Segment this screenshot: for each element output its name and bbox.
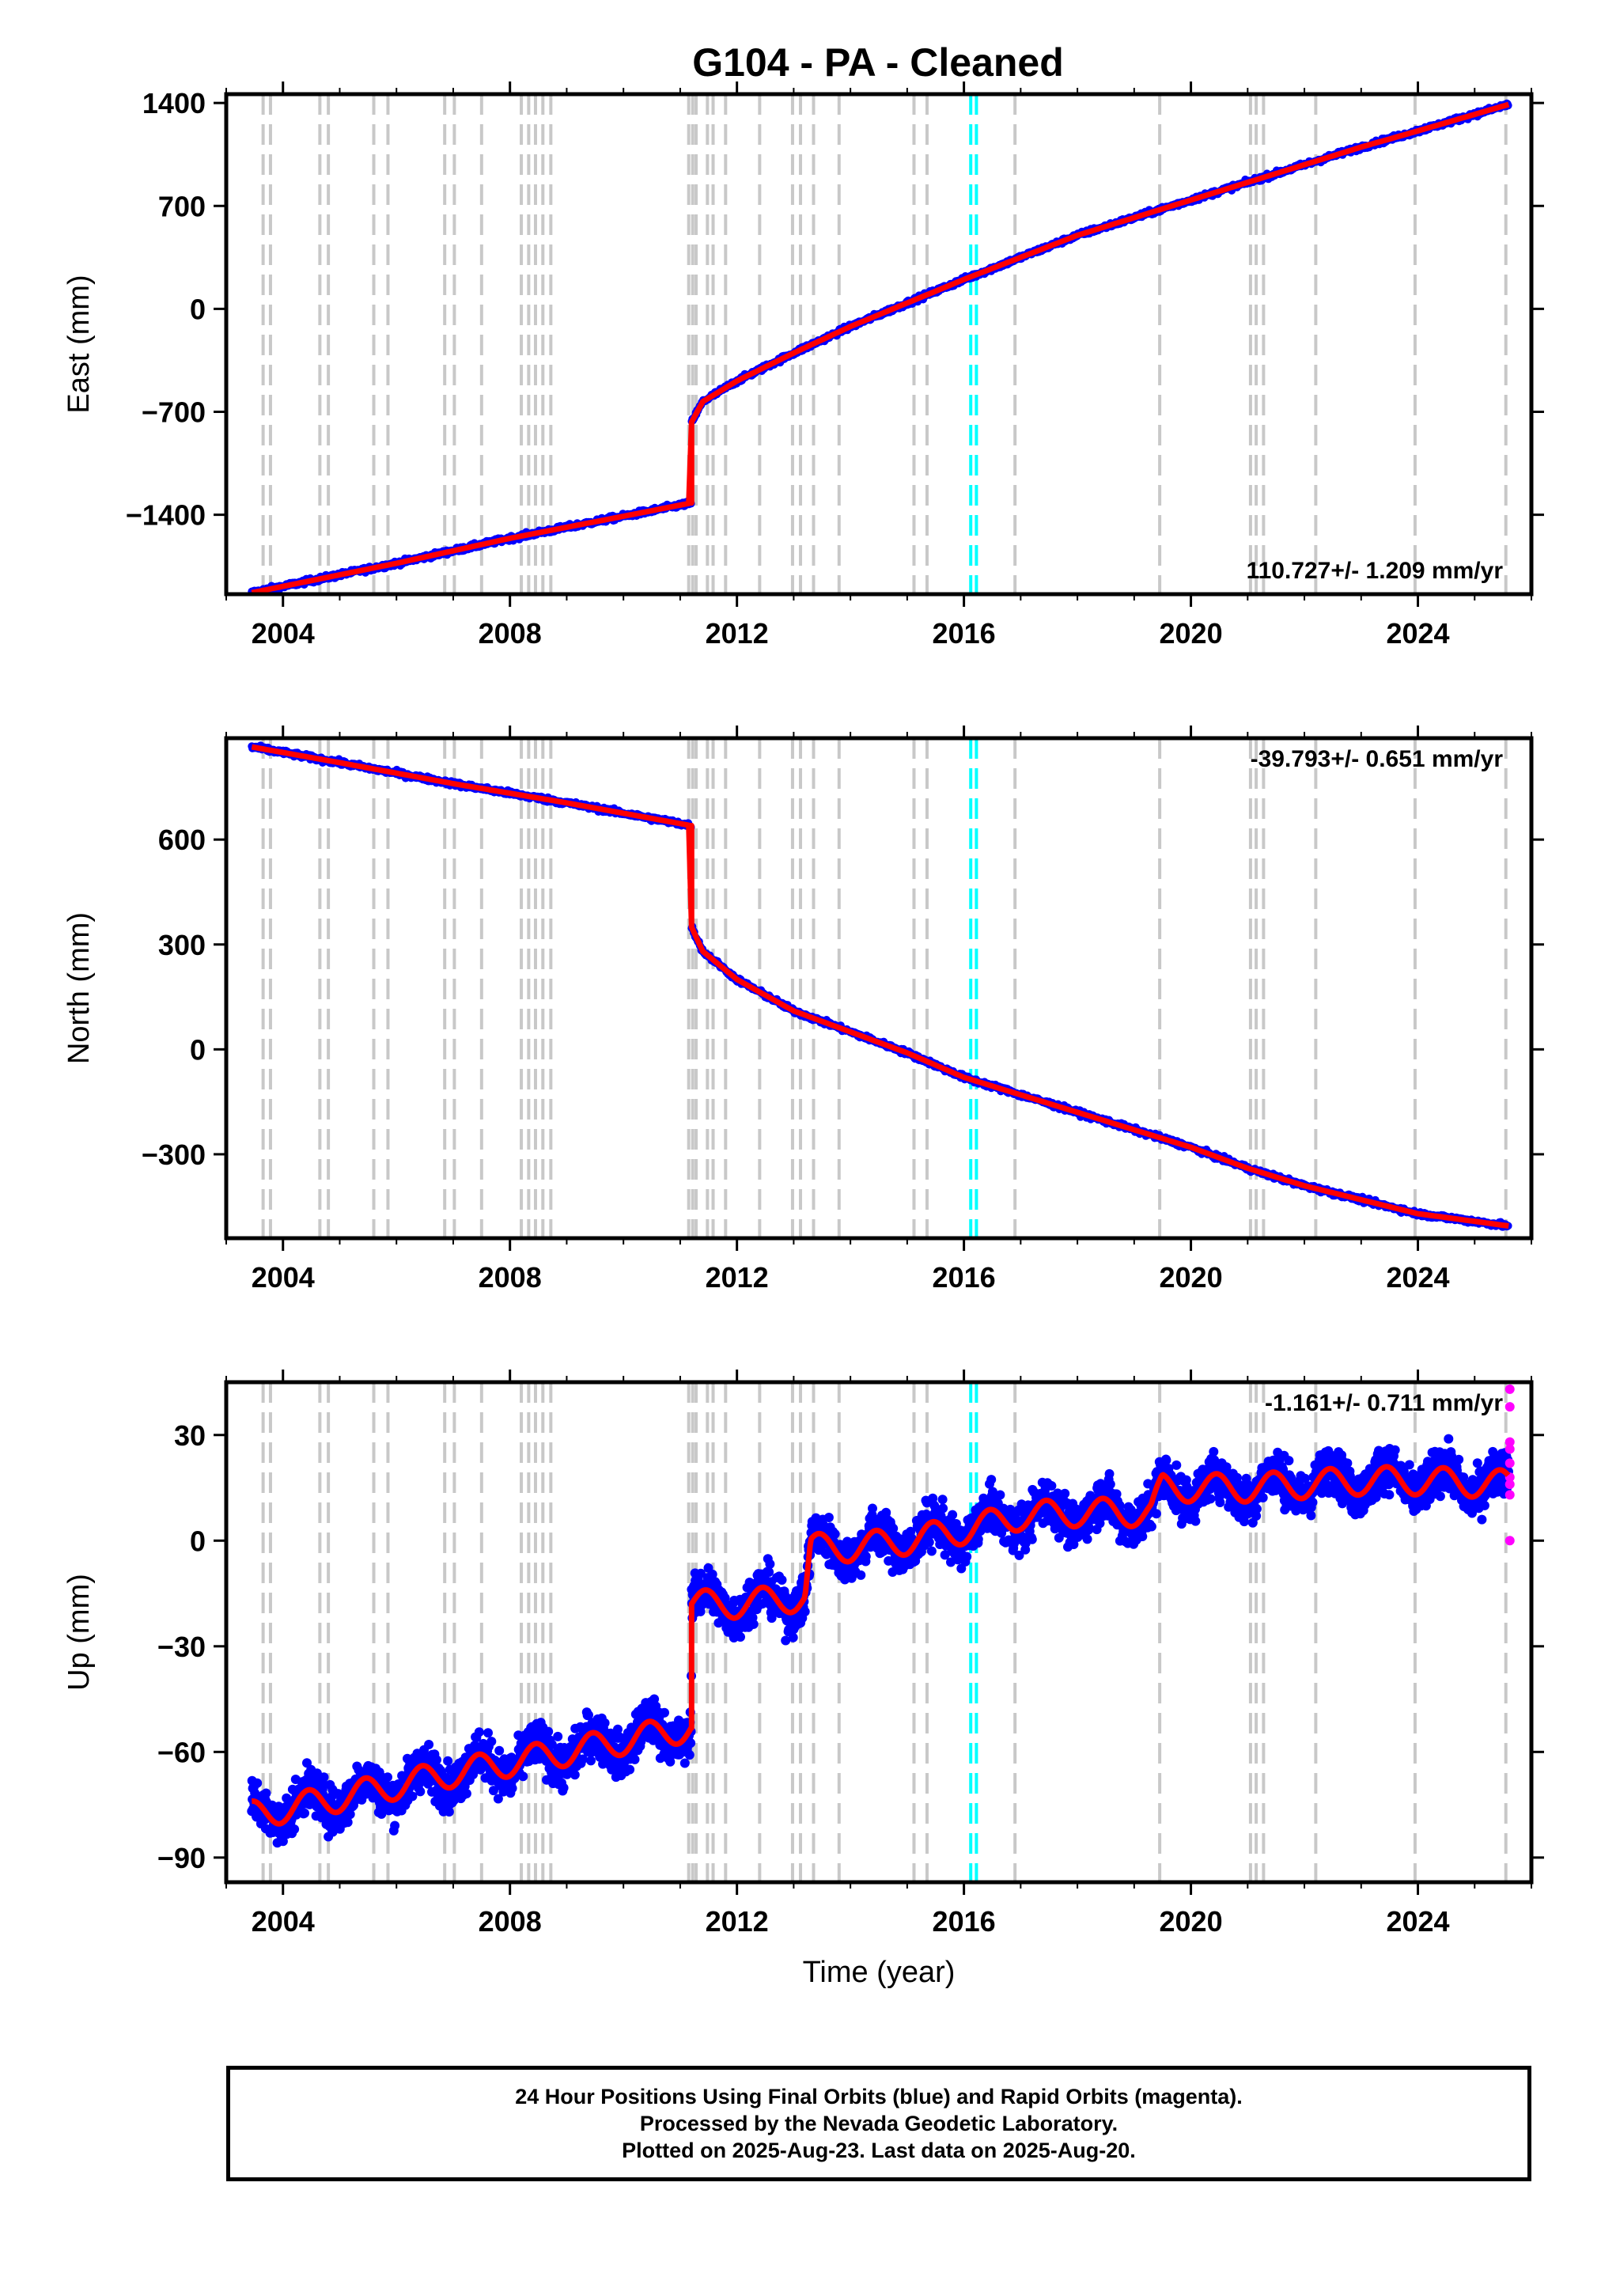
y-tick-label: 1400: [142, 87, 206, 119]
data-point: [493, 1794, 503, 1804]
data-point: [432, 1755, 441, 1765]
data-point: [319, 1772, 329, 1783]
x-tick-label: 2016: [933, 617, 996, 650]
x-tick-label: 2012: [706, 617, 769, 650]
data-point: [547, 1740, 557, 1749]
data-point: [483, 1728, 493, 1738]
x-tick-label: 2004: [252, 617, 315, 650]
data-point: [507, 1783, 517, 1794]
plot-frame: [224, 92, 1534, 597]
x-tick-label: 2020: [1160, 617, 1223, 650]
x-tick-label: 2024: [1386, 617, 1449, 650]
panel-east: 2004 2008 2012 2016 2020 2024 −1400 −700 0 700 140…: [62, 81, 1544, 650]
data-point: [343, 1817, 353, 1828]
data-point: [443, 1756, 453, 1766]
final-orbit-points: [248, 99, 1512, 594]
rate-label: 110.727+/- 1.209 mm/yr: [1247, 558, 1504, 584]
plot-area: [247, 1382, 1515, 1882]
data-point: [377, 1809, 387, 1819]
x-tick-label: 2012: [706, 1261, 769, 1294]
y-tick-label: −700: [142, 396, 206, 429]
data-point: [345, 1809, 355, 1820]
data-point: [543, 1726, 554, 1737]
data-point: [584, 1710, 593, 1720]
data-point: [570, 1770, 580, 1780]
x-tick-label: 2004: [252, 1261, 315, 1294]
data-point: [300, 1808, 309, 1818]
y-tick-label: 700: [158, 190, 206, 222]
y-tick-label: 0: [190, 293, 206, 325]
data-point: [553, 1731, 563, 1741]
data-point: [383, 1772, 392, 1783]
data-point: [518, 1771, 528, 1782]
rate-label: -39.793+/- 0.651 mm/yr: [1251, 746, 1504, 772]
model-line: [251, 744, 1509, 1229]
y-tick-label: −1400: [126, 499, 206, 532]
x-tick-label: 2020: [1160, 1261, 1223, 1294]
data-point: [261, 1788, 271, 1798]
data-point: [558, 1783, 569, 1793]
data-point: [577, 1754, 588, 1764]
x-tick-label: 2016: [933, 1261, 996, 1294]
data-point: [407, 1791, 418, 1802]
data-point: [278, 1836, 288, 1847]
x-tick-label: 2008: [479, 1261, 542, 1294]
data-point: [444, 1807, 454, 1817]
data-point: [586, 1756, 596, 1766]
y-axis-label: East (mm): [62, 275, 96, 413]
chart-title: G104 - PA - Cleaned: [692, 40, 1064, 85]
plot-area: [248, 94, 1512, 594]
x-tick-label: 2024: [1386, 1261, 1449, 1294]
panels: 2004 2008 2012 2016 2020 2024 −1400 −700 0 700 140…: [62, 81, 1544, 1938]
plot-frame: [224, 736, 1534, 1241]
data-point: [390, 1821, 400, 1831]
plot-area: [248, 738, 1512, 1238]
y-tick-label: 300: [158, 929, 206, 961]
data-point: [486, 1737, 497, 1747]
y-tick-label: 600: [158, 824, 206, 856]
data-point: [274, 1802, 284, 1812]
model-line: [251, 101, 1510, 594]
y-tick-label: −300: [142, 1139, 206, 1171]
final-orbit-points: [247, 1434, 1513, 1848]
data-point: [424, 1740, 434, 1749]
data-point: [461, 1789, 471, 1798]
y-tick-label: 0: [190, 1033, 206, 1066]
y-axis-label: North (mm): [62, 912, 96, 1064]
final-orbit-points: [248, 741, 1512, 1231]
panel-north: 2004 2008 2012 2016 2020 2024 −300 0 300 600 North…: [62, 726, 1544, 1294]
data-point: [415, 1786, 426, 1797]
data-point: [252, 1778, 263, 1788]
data-point: [474, 1727, 484, 1737]
data-point: [494, 1745, 505, 1756]
x-tick-label: 2008: [479, 617, 542, 650]
data-point: [290, 1824, 300, 1834]
